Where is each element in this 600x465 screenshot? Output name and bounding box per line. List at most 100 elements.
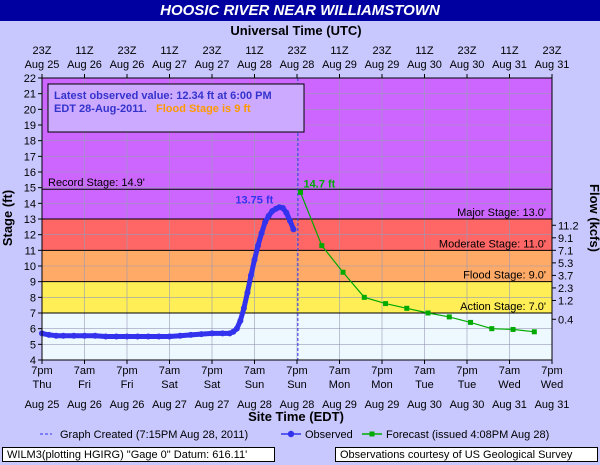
top-x-tick-label: 11Z	[160, 45, 178, 57]
bottom-x-tick-label: Wed	[498, 379, 520, 391]
observed-point	[198, 331, 205, 338]
bottom-x-tick-label: Fri	[121, 379, 134, 391]
bottom-x-tick-label: 7pm	[456, 365, 477, 377]
y-tick-label: 20	[24, 104, 36, 116]
observed-point	[209, 330, 215, 337]
chart-title: HOOSIC RIVER NEAR WILLIAMSTOWN	[0, 0, 600, 21]
legend-forecast: Forecast (issued 4:08PM Aug 28)	[386, 429, 549, 441]
top-x-tick-label: Aug 27	[152, 59, 187, 71]
bottom-x-tick-label: 7am	[329, 365, 350, 377]
forecast-point	[340, 269, 346, 275]
x-axis-title: Site Time (EDT)	[248, 409, 344, 424]
top-x-tick-label: 11Z	[245, 45, 263, 57]
forecast-point	[531, 329, 537, 335]
bottom-x-tick-label: Fri	[78, 379, 91, 391]
flow-tick-label: 7.1	[558, 245, 573, 257]
footer-credit: Observations courtesy of US Geological S…	[335, 447, 598, 462]
flow-tick-label: 2.3	[558, 283, 573, 295]
bottom-x-tick-label: 7am	[244, 365, 265, 377]
y-tick-label: 19	[24, 120, 36, 132]
observed-point	[240, 305, 247, 312]
bottom-x-tick-label: Aug 31	[535, 399, 570, 411]
bottom-x-tick-label: 7pm	[286, 365, 307, 377]
threshold-label: Record Stage: 14.9'	[48, 177, 145, 189]
observed-point	[113, 333, 120, 340]
y-tick-label: 6	[30, 324, 36, 336]
y-tick-label: 9	[30, 277, 36, 289]
bottom-x-tick-label: Mon	[371, 379, 392, 391]
legend: Graph Created (7:15PM Aug 28, 2011) Obse…	[40, 429, 549, 441]
threshold-label: Major Stage: 13.0'	[457, 207, 546, 219]
flow-tick-label: 1.2	[558, 295, 573, 307]
flow-tick-label: 11.2	[558, 220, 579, 232]
bottom-x-tick-label: 7am	[74, 365, 95, 377]
forecast-line	[299, 192, 535, 333]
y-tick-label: 12	[24, 230, 36, 242]
y-tick-label: 17	[24, 151, 36, 163]
top-x-tick-label: 11Z	[75, 45, 93, 57]
top-x-tick-label: Aug 25	[25, 59, 60, 71]
bottom-x-tick-label: Aug 27	[195, 399, 230, 411]
top-x-tick-label: Aug 31	[535, 59, 570, 71]
y-tick-label: 10	[24, 261, 36, 273]
observed-point	[166, 333, 173, 340]
y-tick-label: 4	[30, 355, 36, 367]
observed-peak-label: 13.75 ft	[235, 194, 273, 206]
observed-point	[134, 333, 141, 340]
bottom-x-tick-label: Aug 26	[67, 399, 102, 411]
forecast-point	[361, 294, 367, 300]
observed-point	[60, 332, 67, 339]
top-x-tick-label: 23Z	[288, 45, 307, 57]
forecast-point	[446, 314, 452, 320]
top-x-tick-label: Aug 26	[110, 59, 145, 71]
top-x-tick-label: Aug 29	[322, 59, 357, 71]
svg-text:EDT 28-Aug-2011. Flood S: EDT 28-Aug-2011. Flood Stage is 9 ft	[54, 103, 251, 115]
flow-tick-label: 5.3	[558, 258, 573, 270]
top-x-tick-label: Aug 31	[492, 59, 527, 71]
y-tick-label: 13	[24, 214, 36, 226]
observed-point	[258, 230, 265, 237]
observed-point	[262, 219, 269, 226]
bottom-x-tick-label: Sat	[161, 379, 178, 391]
y-tick-label: 22	[24, 73, 36, 85]
observed-point	[155, 333, 162, 340]
observed-point	[92, 332, 99, 339]
top-x-tick-label: 11Z	[500, 45, 518, 57]
bottom-x-tick-label: Sun	[245, 379, 265, 391]
observed-point	[187, 331, 194, 338]
observed-point	[70, 332, 77, 339]
y-tick-label: 15	[24, 183, 36, 195]
bottom-x-tick-label: Tue	[415, 379, 434, 391]
bottom-x-tick-label: Sat	[204, 379, 221, 391]
y-tick-label: 11	[25, 245, 36, 257]
flow-tick-label: 9.1	[558, 233, 573, 245]
top-x-tick-label: 23Z	[373, 45, 392, 57]
y-tick-label: 16	[24, 167, 36, 179]
observed-point	[251, 256, 258, 263]
legend-observed: Observed	[305, 429, 353, 441]
top-x-tick-label: Aug 29	[365, 59, 400, 71]
top-x-tick-label: Aug 26	[67, 59, 102, 71]
top-x-tick-label: Aug 30	[407, 59, 442, 71]
top-x-tick-label: 11Z	[415, 45, 433, 57]
top-x-tick-label: 23Z	[33, 45, 52, 57]
bottom-x-tick-label: 7pm	[116, 365, 137, 377]
bottom-x-tick-label: Aug 29	[365, 399, 400, 411]
forecast-point	[383, 301, 389, 307]
bottom-x-tick-label: 7am	[414, 365, 435, 377]
top-x-tick-label: Aug 30	[450, 59, 485, 71]
observed-point	[46, 331, 53, 338]
observed-point	[145, 333, 152, 340]
observed-point	[247, 272, 254, 279]
forecast-point	[489, 326, 495, 332]
bottom-x-tick-label: Aug 28	[280, 399, 315, 411]
bottom-x-tick-label: Aug 28	[237, 399, 272, 411]
observed-point	[244, 289, 251, 296]
info-line-1: Latest observed value: 12.34 ft at 6:00 …	[54, 90, 272, 102]
y-tick-label: 21	[24, 89, 36, 101]
top-x-tick-label: 23Z	[543, 45, 562, 57]
legend-graph-created: Graph Created (7:15PM Aug 28, 2011)	[60, 429, 248, 441]
y-tick-label: 18	[24, 136, 36, 148]
bottom-x-tick-label: Aug 30	[407, 399, 442, 411]
